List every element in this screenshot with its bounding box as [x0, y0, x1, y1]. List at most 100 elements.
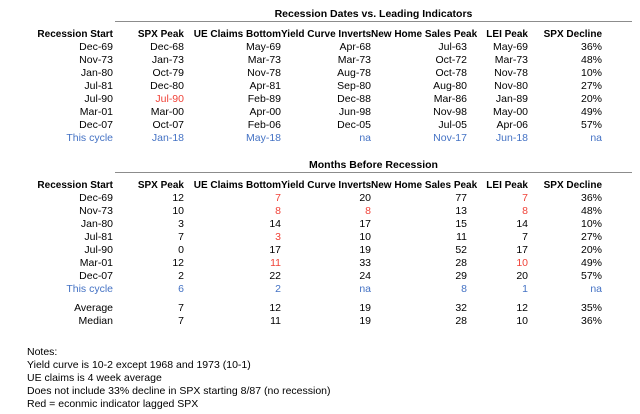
cell: Sep-80	[337, 80, 371, 92]
table-row: Dec-69 Dec-68 May-69 Apr-68 Jul-63 May-69 36%	[0, 41, 602, 54]
cell: 35%	[580, 302, 602, 314]
cell: 14	[516, 218, 528, 230]
table-row: Mar-01 12 11 33 28 10 49%	[0, 257, 602, 270]
cell: Jul-81	[84, 80, 113, 92]
recession-dates-table: Recession Start SPX Peak UE Claims Botto…	[0, 28, 602, 145]
cell: May-00	[492, 106, 528, 118]
cell: Nov-73	[79, 54, 113, 66]
cell: 27%	[580, 80, 602, 92]
cell: Nov-73	[79, 205, 113, 217]
cell: 20	[516, 270, 528, 282]
cell: 36%	[580, 192, 602, 204]
cell: 7	[178, 231, 184, 243]
note-line: Red = econmic indicator lagged SPX	[27, 398, 199, 410]
table-row: Dec-07 Oct-07 Feb-06 Dec-05 Jul-05 Apr-06 57%	[0, 119, 602, 132]
cell: Jan-80	[80, 67, 113, 79]
cell: Oct-07	[152, 119, 184, 131]
column-header-new-home-sales-peak: New Home Sales Peak	[371, 180, 478, 191]
cell: Jun-18	[495, 132, 528, 144]
table-row: Jan-80 Oct-79 Nov-78 Aug-78 Oct-78 Nov-78 10%	[0, 67, 602, 80]
table-row: Jul-90 Jul-90 Feb-89 Dec-88 Mar-86 Jan-89 20%	[0, 93, 602, 106]
cell: 3	[275, 231, 281, 243]
cell: na	[590, 283, 602, 295]
cell: 17	[516, 244, 528, 256]
cell: Jul-90	[84, 244, 113, 256]
cell: 8	[522, 205, 528, 217]
cell: Jul-90	[84, 93, 113, 105]
cell: Nov-80	[494, 80, 528, 92]
cell: 11	[456, 231, 467, 243]
cell: 19	[359, 315, 371, 327]
table1-title-rule: Recession Dates vs. Leading Indicators	[115, 8, 632, 22]
table-row: Dec-69 12 7 20 77 7 36%	[0, 192, 602, 205]
cell: 57%	[580, 119, 602, 131]
cell: Apr-81	[249, 80, 281, 92]
cell: 17	[359, 218, 371, 230]
column-header-yield-curve-inverts: Yield Curve Inverts	[281, 29, 372, 40]
column-header-yield-curve-inverts: Yield Curve Inverts	[281, 180, 372, 191]
cell: Dec-88	[337, 93, 371, 105]
cell: Jan-89	[495, 93, 528, 105]
cell: Nov-17	[433, 132, 467, 144]
cell: 28	[455, 315, 467, 327]
column-header-spx-decline: SPX Decline	[543, 180, 602, 191]
cell: This cycle	[66, 283, 113, 295]
cell: 10	[516, 257, 528, 269]
table-row: Jul-81 7 3 10 11 7 27%	[0, 231, 602, 244]
cell: Dec-69	[79, 41, 113, 53]
cell: Nov-98	[433, 106, 467, 118]
table-row: Jul-81 Dec-80 Apr-81 Sep-80 Aug-80 Nov-80 27%	[0, 80, 602, 93]
cell: 36%	[580, 41, 602, 53]
median-row: Median 7 11 19 28 10 36%	[0, 315, 602, 328]
cell: 29	[455, 270, 467, 282]
cell: Jan-73	[151, 54, 184, 66]
cell: Oct-72	[435, 54, 467, 66]
cell: 7	[522, 231, 528, 243]
cell: Mar-01	[79, 257, 113, 269]
cell: Jul-05	[438, 119, 467, 131]
column-header-spx-peak: SPX Peak	[137, 180, 184, 191]
cell: 77	[455, 192, 467, 204]
cell: 19	[359, 302, 371, 314]
cell: Jan-80	[80, 218, 113, 230]
cell: 20%	[580, 244, 602, 256]
cell: na	[359, 132, 371, 144]
column-header-lei-peak: LEI Peak	[486, 180, 528, 191]
cell: Nov-78	[494, 67, 528, 79]
cell: 52	[455, 244, 467, 256]
cell: Apr-06	[496, 119, 528, 131]
cell: 2	[178, 270, 184, 282]
cell: Oct-78	[435, 67, 467, 79]
cell: 20	[359, 192, 371, 204]
recession-dates-section: Recession Dates vs. Leading Indicators R…	[0, 8, 640, 145]
cell: 8	[275, 205, 281, 217]
cell: 22	[269, 270, 281, 282]
cell: 0	[178, 244, 184, 256]
cell: Jan-18	[151, 132, 184, 144]
cell: 10%	[580, 67, 602, 79]
column-header-recession-start: Recession Start	[37, 29, 113, 40]
cell: 3	[178, 218, 184, 230]
cell: Dec-05	[337, 119, 371, 131]
cell: 19	[359, 244, 371, 256]
table-row: Dec-07 2 22 24 29 20 57%	[0, 270, 602, 283]
cell: Jul-63	[438, 41, 467, 53]
cell: 10	[172, 205, 184, 217]
cell: Dec-07	[79, 270, 113, 282]
table-row-this-cycle: This cycle 6 2 na 8 1 na	[0, 283, 602, 296]
column-header-recession-start: Recession Start	[37, 180, 113, 191]
table1-title: Recession Dates vs. Leading Indicators	[274, 8, 473, 20]
cell: Mar-73	[337, 54, 371, 66]
table1-header-row: Recession Start SPX Peak UE Claims Botto…	[0, 28, 602, 41]
cell: Apr-00	[249, 106, 281, 118]
cell: Apr-68	[339, 41, 371, 53]
cell: 48%	[580, 54, 602, 66]
cell: 57%	[580, 270, 602, 282]
cell: Dec-80	[150, 80, 184, 92]
note-line: Does not include 33% decline in SPX star…	[27, 385, 331, 397]
cell: Oct-79	[152, 67, 184, 79]
cell: 17	[269, 244, 281, 256]
column-header-spx-decline: SPX Decline	[543, 29, 602, 40]
cell: na	[359, 283, 371, 295]
cell: Dec-07	[79, 119, 113, 131]
